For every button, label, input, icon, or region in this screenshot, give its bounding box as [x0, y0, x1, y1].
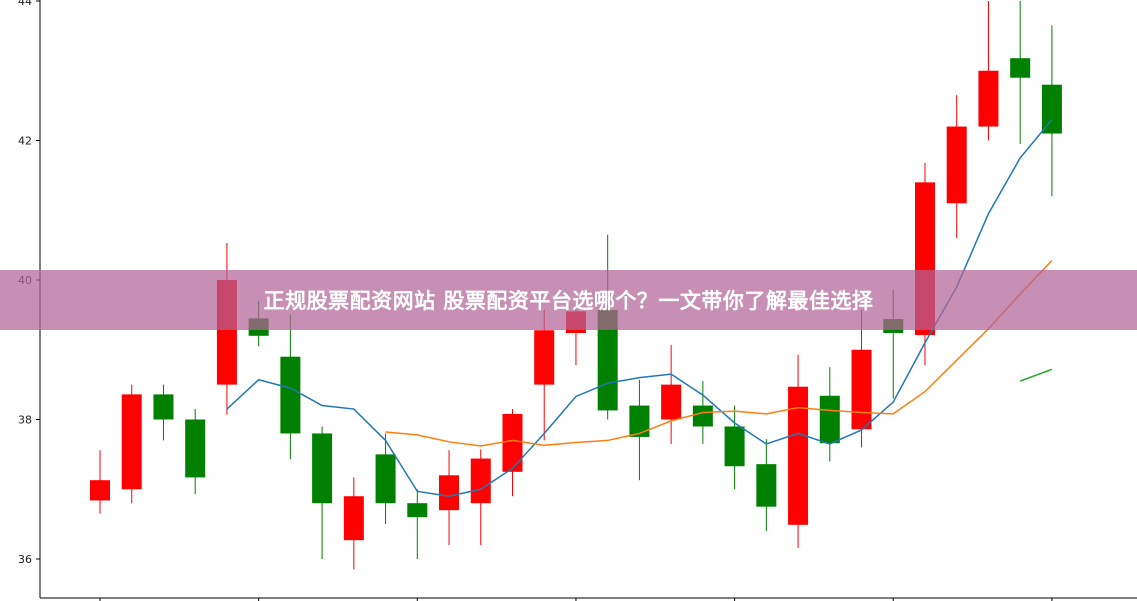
candle-body — [1041, 84, 1062, 134]
candle-body — [280, 356, 301, 434]
candle-body — [153, 394, 174, 420]
candle-body — [439, 475, 460, 511]
candle-body — [978, 70, 999, 127]
candle-body — [692, 405, 713, 427]
candle-body — [375, 454, 396, 504]
candle-body — [724, 426, 745, 467]
candle-body — [407, 503, 428, 518]
candle-body — [819, 395, 840, 444]
candle-body — [502, 413, 523, 472]
banner-title: 正规股票配资网站 股票配资平台选哪个？一文带你了解最佳选择 — [263, 289, 874, 313]
candle-body — [90, 480, 110, 501]
y-tick-label: 42 — [18, 135, 32, 148]
y-tick-label: 36 — [18, 553, 32, 566]
ma-long-line — [385, 259, 1053, 447]
ma-short-line — [226, 119, 1053, 497]
candle-body — [534, 330, 555, 385]
candle-body — [185, 419, 206, 478]
candle-body — [851, 349, 872, 430]
candle-body — [470, 458, 491, 504]
title-banner: 正规股票配资网站 股票配资平台选哪个？一文带你了解最佳选择 — [0, 270, 1137, 330]
candle-body — [788, 386, 809, 525]
candle-body — [1010, 58, 1031, 78]
y-tick-label: 44 — [18, 0, 32, 8]
candle-body — [312, 433, 333, 504]
candle-body — [343, 496, 364, 541]
candle-body — [661, 384, 682, 420]
candle-body — [629, 405, 650, 437]
candle-body — [946, 126, 967, 204]
y-tick-label: 38 — [18, 414, 32, 427]
candle-body — [756, 464, 777, 507]
ma-third-line — [1019, 368, 1053, 382]
candle-body — [121, 394, 142, 490]
